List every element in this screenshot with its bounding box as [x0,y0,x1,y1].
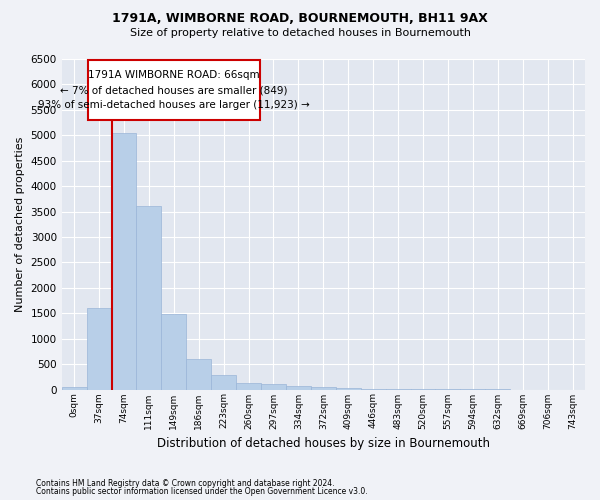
X-axis label: Distribution of detached houses by size in Bournemouth: Distribution of detached houses by size … [157,437,490,450]
Text: Size of property relative to detached houses in Bournemouth: Size of property relative to detached ho… [130,28,470,38]
Bar [136,206,161,390]
Text: 93% of semi-detached houses are larger (11,923) →: 93% of semi-detached houses are larger (… [38,100,310,110]
Text: 1791A, WIMBORNE ROAD, BOURNEMOUTH, BH11 9AX: 1791A, WIMBORNE ROAD, BOURNEMOUTH, BH11 … [112,12,488,26]
Bar [311,387,336,390]
Bar [186,359,211,390]
Bar [211,375,236,390]
FancyBboxPatch shape [88,60,260,120]
Bar [261,384,286,390]
Bar [236,383,261,390]
Bar [112,132,136,390]
Text: ← 7% of detached houses are smaller (849): ← 7% of detached houses are smaller (849… [60,85,287,95]
Bar [62,387,86,390]
Bar [86,308,112,390]
Bar [161,314,186,390]
Bar [336,388,361,390]
Text: Contains HM Land Registry data © Crown copyright and database right 2024.: Contains HM Land Registry data © Crown c… [36,478,335,488]
Text: Contains public sector information licensed under the Open Government Licence v3: Contains public sector information licen… [36,487,368,496]
Bar [361,389,386,390]
Text: 1791A WIMBORNE ROAD: 66sqm: 1791A WIMBORNE ROAD: 66sqm [88,70,260,80]
Y-axis label: Number of detached properties: Number of detached properties [15,136,25,312]
Bar [286,386,311,390]
